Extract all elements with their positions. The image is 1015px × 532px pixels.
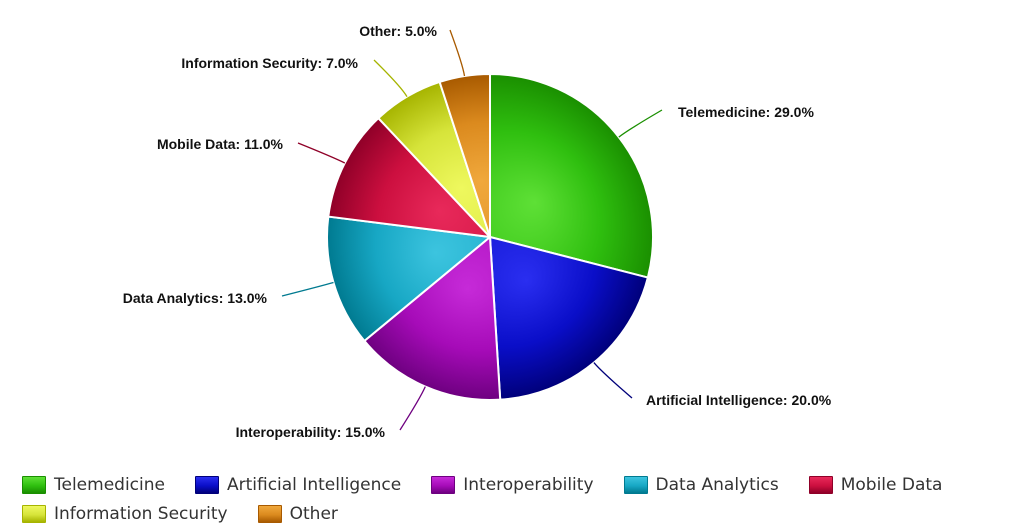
pie-slice-other[interactable] — [438, 73, 491, 238]
slice-label-artificial-intelligence: Artificial Intelligence: 20.0% — [646, 392, 832, 408]
legend-swatch-telemedicine — [22, 475, 46, 494]
legend-label-other: Other — [289, 503, 338, 524]
leader-line-interoperability — [399, 386, 426, 431]
legend: Telemedicine Artificial Intelligence Inter… — [22, 470, 1002, 528]
legend-item-other[interactable]: Other — [257, 503, 338, 524]
legend-label-information-security: Information Security — [54, 503, 228, 524]
pie-slices — [326, 73, 654, 402]
leader-line-telemedicine — [618, 109, 663, 138]
legend-label-mobile-data: Mobile Data — [840, 474, 943, 495]
legend-row: Telemedicine Artificial Intelligence Inter… — [22, 470, 1002, 499]
legend-swatch-interoperability — [431, 475, 456, 494]
leader-line-data-analytics — [281, 281, 334, 297]
slice-label-mobile-data: Mobile Data: 11.0% — [157, 136, 284, 152]
legend-row: Information Security Other — [22, 499, 1002, 528]
pie-slice-artificial-intelligence[interactable] — [489, 236, 649, 401]
slice-label-interoperability: Interoperability: 15.0% — [236, 424, 386, 440]
pie-slice-interoperability[interactable] — [363, 236, 502, 402]
legend-label-interoperability: Interoperability — [463, 474, 594, 495]
pie-chart: Telemedicine: 29.0% Artificial Intelligen… — [123, 23, 832, 440]
pie-slice-data-analytics[interactable] — [326, 215, 491, 342]
leader-line-other — [449, 29, 466, 77]
pie-slice-mobile-data[interactable] — [327, 117, 491, 238]
legend-item-telemedicine[interactable]: Telemedicine — [22, 475, 165, 495]
slice-label-telemedicine: Telemedicine: 29.0% — [678, 104, 814, 120]
slice-label-information-security: Information Security: 7.0% — [181, 55, 358, 71]
legend-item-artificial-intelligence[interactable]: Artificial Intelligence — [194, 474, 402, 495]
label-connectors — [281, 29, 663, 431]
legend-swatch-mobile-data — [808, 475, 833, 494]
leader-line-information-security — [373, 59, 408, 98]
slice-labels: Telemedicine: 29.0% Artificial Intelligen… — [123, 23, 832, 440]
legend-item-information-security[interactable]: Information Security — [22, 504, 228, 524]
legend-label-telemedicine: Telemedicine — [54, 474, 165, 495]
legend-item-data-analytics[interactable]: Data Analytics — [623, 474, 779, 495]
legend-swatch-data-analytics — [623, 475, 648, 494]
legend-swatch-information-security — [22, 504, 46, 523]
legend-label-artificial-intelligence: Artificial Intelligence — [226, 474, 402, 495]
leader-line-artificial-intelligence — [593, 362, 633, 399]
legend-item-mobile-data[interactable]: Mobile Data — [808, 474, 943, 495]
slice-label-other: Other: 5.0% — [359, 23, 437, 39]
legend-label-data-analytics: Data Analytics — [655, 474, 779, 495]
legend-item-interoperability[interactable]: Interoperability — [431, 474, 594, 495]
leader-line-mobile-data — [297, 142, 346, 164]
slice-label-data-analytics: Data Analytics: 13.0% — [123, 290, 268, 306]
legend-swatch-other — [257, 504, 282, 523]
legend-swatch-artificial-intelligence — [194, 475, 219, 494]
